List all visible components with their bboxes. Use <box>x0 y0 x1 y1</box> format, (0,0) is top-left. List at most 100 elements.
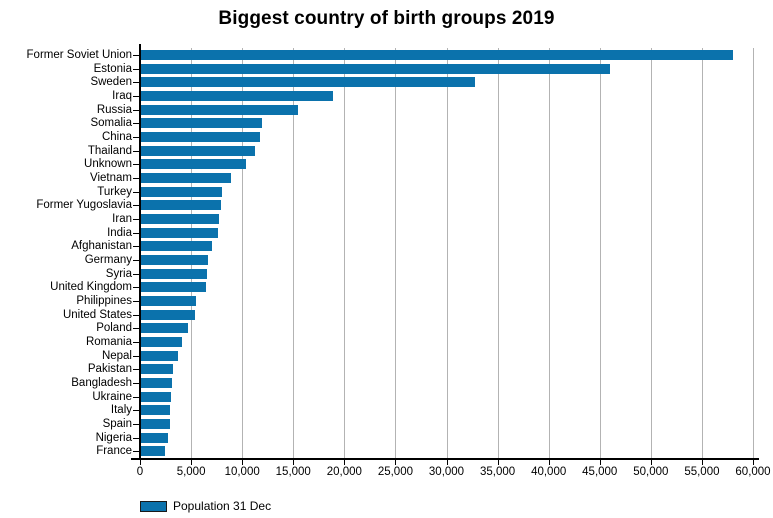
x-axis-tick <box>446 460 448 465</box>
y-axis-tick <box>133 369 139 371</box>
bar[interactable] <box>140 50 733 60</box>
bar[interactable] <box>140 378 172 388</box>
y-axis-label: Ukraine <box>92 390 132 403</box>
bar[interactable] <box>140 173 231 183</box>
bar[interactable] <box>140 323 189 334</box>
chart-legend: Population 31 Dec <box>140 499 271 513</box>
bar[interactable] <box>140 77 476 88</box>
y-axis-tick <box>133 246 139 248</box>
bar[interactable] <box>140 214 219 224</box>
y-axis-tick <box>133 191 139 193</box>
y-axis-tick <box>133 396 139 398</box>
legend-color-swatch <box>140 500 167 512</box>
y-axis-label: Afghanistan <box>71 240 132 253</box>
bar[interactable] <box>140 63 610 74</box>
bar[interactable] <box>140 104 299 115</box>
bar[interactable] <box>140 227 218 238</box>
y-axis-label: Philippines <box>76 294 132 307</box>
y-axis-tick <box>133 150 139 152</box>
y-axis-label: Somalia <box>90 117 132 130</box>
bar[interactable] <box>140 132 260 142</box>
bar[interactable] <box>140 405 170 416</box>
bar[interactable] <box>140 296 197 306</box>
y-axis-tick <box>133 314 139 316</box>
x-axis-tick <box>753 460 754 465</box>
y-axis-label: United States <box>62 308 132 321</box>
y-axis-tick <box>133 382 139 384</box>
plot-area <box>140 48 754 458</box>
y-axis-tick <box>133 423 139 425</box>
bar[interactable] <box>140 309 196 320</box>
bar[interactable] <box>140 91 334 101</box>
y-axis-labels: Former Soviet Union Estonia Sweden Iraq Russ… <box>0 48 132 458</box>
x-axis-tick <box>395 460 397 465</box>
y-axis-label: China <box>101 130 132 143</box>
bar[interactable] <box>140 446 166 457</box>
x-axis-label: 35,000 <box>479 466 516 478</box>
legend-label: Population 31 Dec <box>173 499 272 513</box>
x-axis-tick <box>701 460 703 465</box>
bar[interactable] <box>140 159 247 170</box>
y-axis-label: France <box>96 445 132 458</box>
y-axis-label: Vietnam <box>90 171 132 184</box>
y-axis-tick <box>133 341 139 343</box>
y-axis-label: Spain <box>102 417 132 430</box>
y-axis-tick <box>133 410 139 412</box>
y-axis-label: Former Soviet Union <box>26 48 132 61</box>
bar[interactable] <box>140 145 256 156</box>
bar[interactable] <box>140 255 209 265</box>
x-axis-tick <box>599 460 601 465</box>
x-axis-tick <box>497 460 499 465</box>
y-axis-tick <box>133 82 139 84</box>
bar[interactable] <box>140 337 182 347</box>
gridline <box>753 48 754 458</box>
y-axis-label: Germany <box>84 253 132 266</box>
x-axis-label: 30,000 <box>428 466 465 478</box>
y-axis-label: Russia <box>96 103 132 116</box>
chart-title: Biggest country of birth groups 2019 <box>218 8 555 29</box>
x-axis-label: 40,000 <box>531 466 567 478</box>
y-axis-label: Turkey <box>97 185 132 198</box>
y-axis-tick <box>133 68 139 70</box>
y-axis-tick <box>133 232 139 234</box>
bar[interactable] <box>140 364 173 375</box>
x-axis-tick <box>242 460 244 465</box>
x-axis-label: 25,000 <box>377 466 413 478</box>
bar[interactable] <box>140 186 222 197</box>
bar[interactable] <box>140 391 171 402</box>
bar[interactable] <box>140 241 212 252</box>
y-axis-label: Sweden <box>90 76 132 89</box>
y-axis-tick <box>133 136 139 138</box>
x-axis-tick <box>140 460 141 465</box>
bar[interactable] <box>140 200 221 211</box>
x-axis-ticks: 0 5,000 10,000 15,000 20,000 25,000 30,000 35,0… <box>137 460 771 484</box>
x-axis-label: 5,000 <box>176 466 206 478</box>
bar[interactable] <box>140 419 170 429</box>
x-axis-tick <box>191 460 193 465</box>
y-axis-tick <box>133 273 139 275</box>
x-axis-label: 55,000 <box>684 466 720 478</box>
bar[interactable] <box>140 268 208 279</box>
bar[interactable] <box>140 118 262 129</box>
x-axis-tick <box>650 460 652 465</box>
y-axis-tick <box>133 205 139 207</box>
y-axis-tick <box>133 328 139 330</box>
y-axis-line <box>139 44 141 460</box>
x-axis-label: 15,000 <box>275 466 311 478</box>
x-axis-tick <box>293 460 295 465</box>
x-axis-label: 50,000 <box>633 466 669 478</box>
x-axis-tick <box>344 460 346 465</box>
bar[interactable] <box>140 432 169 443</box>
x-axis-tick <box>548 460 550 465</box>
y-axis-label: Bangladesh <box>71 376 132 389</box>
y-axis-tick <box>133 259 139 261</box>
y-axis-tick <box>133 300 139 302</box>
x-axis-label: 45,000 <box>582 466 618 478</box>
bar[interactable] <box>140 350 178 361</box>
y-axis-label: Italy <box>110 404 132 417</box>
y-axis-tick <box>133 218 139 220</box>
bar[interactable] <box>140 282 207 293</box>
y-axis-label: Estonia <box>93 62 132 75</box>
y-axis-tick <box>133 355 139 357</box>
y-axis-tick <box>133 177 139 179</box>
